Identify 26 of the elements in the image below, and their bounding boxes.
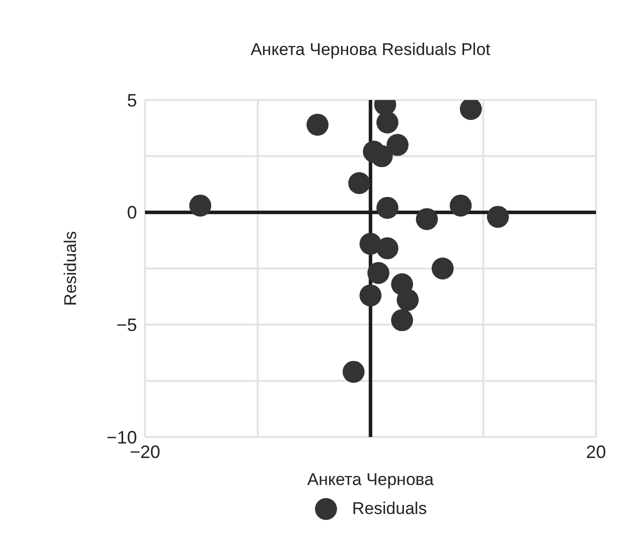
point	[376, 237, 398, 260]
chart-title: Анкета Чернова Residuals Plot	[250, 40, 492, 60]
point	[342, 360, 365, 383]
legend-label: Residuals	[351, 498, 427, 520]
point	[416, 208, 438, 230]
point	[432, 258, 454, 280]
point	[486, 206, 509, 228]
point	[391, 309, 414, 332]
point	[189, 194, 212, 217]
point	[306, 114, 329, 136]
point	[450, 194, 472, 217]
point	[370, 145, 393, 168]
point	[367, 262, 390, 284]
point	[376, 196, 398, 219]
point	[396, 288, 419, 311]
x-tick-label: 20	[586, 442, 606, 462]
point	[386, 134, 409, 156]
y-axis-title: Residuals	[61, 231, 80, 306]
y-tick-label: 0	[126, 202, 137, 223]
y-tick-label: 5	[126, 90, 137, 110]
x-axis-title: Анкета Чернова	[307, 470, 434, 489]
point	[348, 172, 370, 194]
point	[376, 111, 398, 134]
y-tick-label: −5	[116, 315, 137, 336]
point	[360, 284, 382, 306]
y-tick-label: −10	[106, 427, 137, 448]
